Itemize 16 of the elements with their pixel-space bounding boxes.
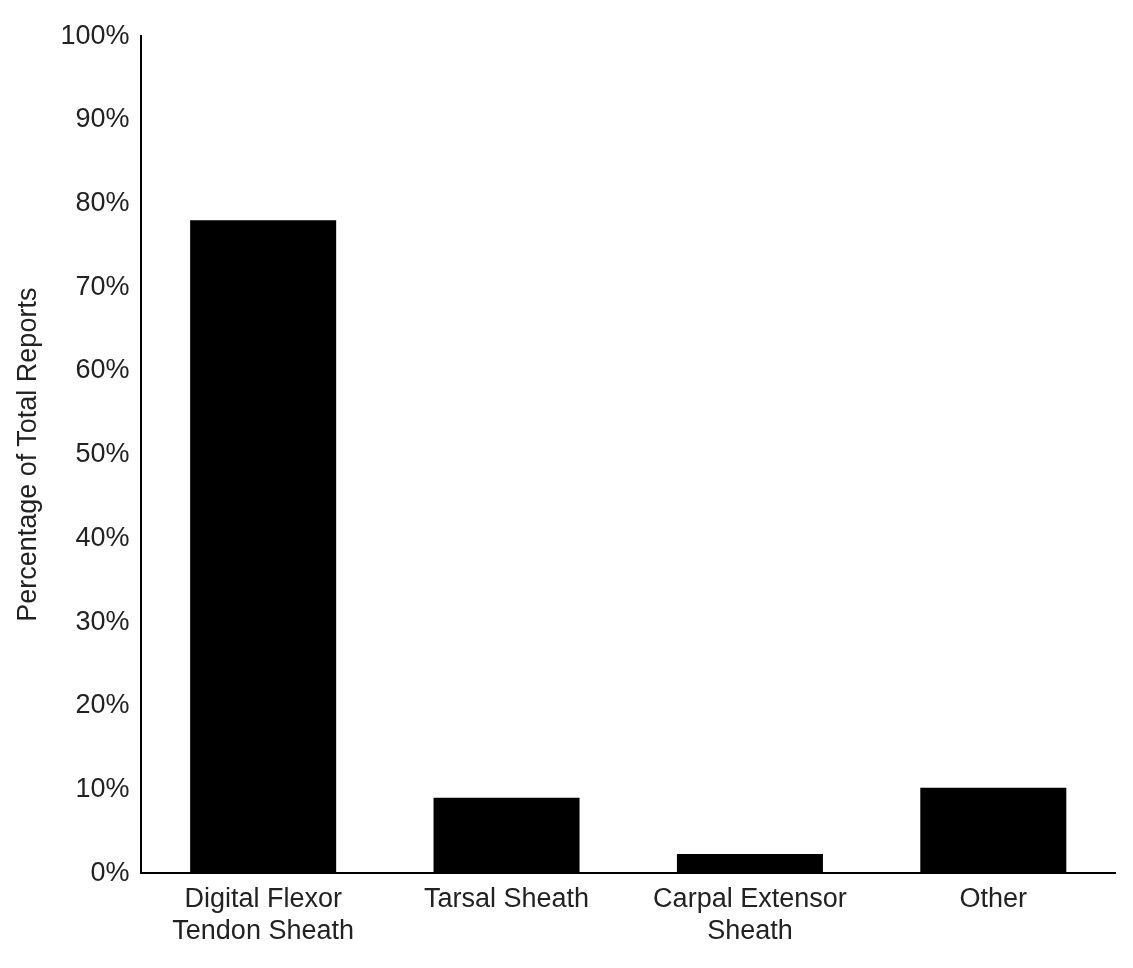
y-tick-label: 0% [90,856,130,887]
y-tick-label: 20% [75,689,130,720]
x-tick-label: Carpal Extensor Sheath [653,882,847,946]
y-tick-label: 60% [75,354,130,385]
y-tick-label: 80% [75,187,130,218]
x-tick-label: Tarsal Sheath [423,882,590,913]
y-tick-label: 50% [75,438,130,469]
y-axis-title: Percentage of Total Reports [11,287,42,622]
y-tick-label: 30% [75,605,130,636]
x-tick-label: Digital Flexor Tendon Sheath [172,882,354,946]
y-tick-label: 90% [75,103,130,134]
y-tick-label: 10% [75,772,130,803]
y-tick-label: 40% [75,521,130,552]
y-tick-label: 70% [75,270,130,301]
x-tick-label: Other [959,882,1028,913]
y-tick-label: 100% [60,19,130,50]
